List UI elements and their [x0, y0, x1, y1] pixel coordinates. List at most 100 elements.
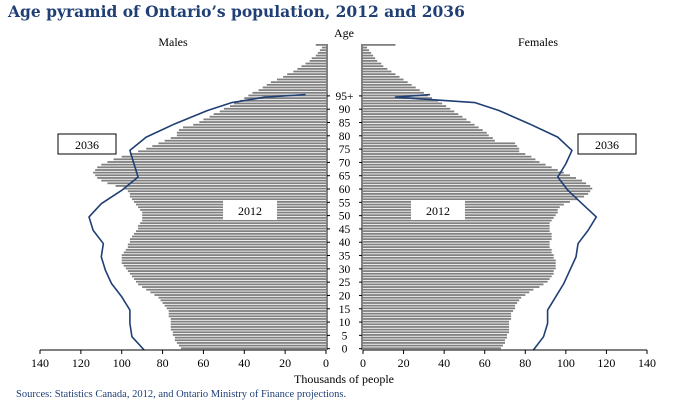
female-bar-age-69 [363, 163, 546, 166]
x-tick-label-left-20: 20 [279, 356, 291, 370]
age-tick-label-80: 80 [339, 131, 351, 143]
year-2036-right: 2036 [595, 138, 619, 152]
female-bar-age-101 [363, 78, 404, 81]
female-bar-age-59 [363, 190, 591, 193]
male-bar-age-3 [174, 339, 326, 342]
male-bar-age-71 [113, 158, 326, 161]
female-bar-age-13 [363, 312, 512, 315]
female-bar-age-42 [363, 235, 552, 238]
males-2012-bars [93, 44, 327, 350]
male-bar-age-73 [129, 153, 326, 155]
male-bar-age-60 [123, 187, 326, 190]
male-bar-age-24 [138, 283, 326, 286]
female-bar-age-38 [363, 246, 550, 249]
male-bar-age-25 [136, 280, 326, 283]
female-bar-age-107 [363, 62, 382, 65]
age-tick-label-40: 40 [339, 237, 351, 249]
male-bar-age-57 [129, 195, 326, 198]
female-bar-age-111 [363, 51, 372, 54]
female-bar-age-64 [363, 177, 576, 179]
male-bar-age-13 [168, 312, 326, 315]
female-bar-age-105 [363, 67, 388, 70]
female-bar-age-72 [363, 155, 532, 158]
female-bar-age-36 [363, 251, 552, 254]
female-bar-age-6 [363, 331, 510, 334]
female-bar-age-7 [363, 328, 510, 331]
male-bar-age-92 [234, 102, 326, 105]
male-bar-age-17 [162, 302, 326, 304]
male-bar-age-19 [158, 296, 326, 299]
female-bar-age-34 [363, 256, 554, 259]
male-bar-age-58 [129, 193, 326, 195]
male-bar-age-103 [287, 73, 326, 76]
male-bar-age-8 [170, 326, 326, 328]
female-bar-age-62 [363, 182, 587, 185]
female-bar-age-55 [363, 200, 570, 203]
male-bar-age-109 [311, 57, 326, 60]
male-bar-age-36 [123, 251, 326, 254]
age-tick-label-25: 25 [339, 277, 351, 289]
male-bar-age-7 [170, 328, 326, 331]
male-bar-age-21 [150, 291, 326, 294]
male-bar-age-79 [170, 137, 326, 139]
male-bar-age-23 [142, 286, 326, 288]
female-bar-age-43 [363, 232, 552, 235]
male-bar-age-9 [170, 323, 326, 326]
male-bar-age-2 [176, 342, 326, 344]
female-bar-age-22 [363, 288, 534, 291]
male-bar-age-6 [172, 331, 326, 334]
male-bar-age-14 [168, 310, 326, 312]
female-bar-age-78 [363, 139, 495, 142]
male-bar-age-104 [293, 70, 326, 73]
age-tick-label-45: 45 [339, 224, 351, 236]
male-bar-age-56 [131, 198, 326, 201]
male-bar-age-82 [178, 129, 326, 131]
male-bar-age-112 [319, 49, 326, 52]
male-bar-age-81 [176, 131, 326, 134]
female-bar-age-97 [363, 89, 420, 92]
females-2012-bars [363, 44, 593, 350]
female-bar-age-95 [363, 94, 428, 97]
female-bar-age-8 [363, 326, 510, 328]
x-tick-label-right-40: 40 [438, 356, 450, 370]
female-bar-age-114 [363, 44, 396, 46]
male-bar-age-20 [154, 294, 326, 296]
male-bar-age-43 [133, 232, 326, 235]
male-bar-age-16 [164, 304, 326, 307]
male-bar-age-62 [107, 182, 326, 185]
male-bar-age-97 [258, 89, 326, 92]
age-tick-label-75: 75 [339, 144, 351, 156]
female-bar-age-14 [363, 310, 514, 312]
female-bar-age-110 [363, 54, 374, 57]
female-bar-age-1 [363, 344, 503, 347]
male-bar-age-28 [129, 272, 326, 275]
female-bar-age-80 [363, 134, 489, 137]
male-bar-age-107 [305, 62, 326, 65]
female-bar-age-30 [363, 267, 556, 270]
male-bar-age-98 [262, 86, 326, 89]
male-bar-age-75 [146, 147, 326, 150]
label-box-2036-right [577, 133, 637, 155]
female-bar-age-112 [363, 49, 370, 52]
year-2012-left: 2012 [238, 204, 262, 218]
male-bar-age-33 [121, 259, 327, 262]
female-bar-age-104 [363, 70, 392, 73]
female-bar-age-81 [363, 131, 487, 134]
male-bar-age-48 [142, 219, 326, 222]
female-bar-age-67 [363, 169, 558, 171]
male-bar-age-114 [315, 44, 326, 46]
male-bar-age-32 [121, 262, 327, 264]
x-tick-label-right-100: 100 [557, 356, 575, 370]
female-bar-age-89 [363, 110, 455, 113]
age-tick-label-20: 20 [339, 290, 351, 302]
age-axis-label: Age [334, 26, 354, 40]
male-bar-age-77 [158, 142, 326, 145]
female-bar-age-44 [363, 230, 550, 233]
female-bar-age-61 [363, 185, 591, 187]
female-bar-age-91 [363, 105, 447, 108]
female-bar-age-21 [363, 291, 530, 294]
male-bar-age-106 [301, 65, 326, 68]
female-bar-age-37 [363, 248, 552, 251]
female-bar-age-77 [363, 142, 516, 145]
male-bar-age-70 [107, 161, 326, 163]
